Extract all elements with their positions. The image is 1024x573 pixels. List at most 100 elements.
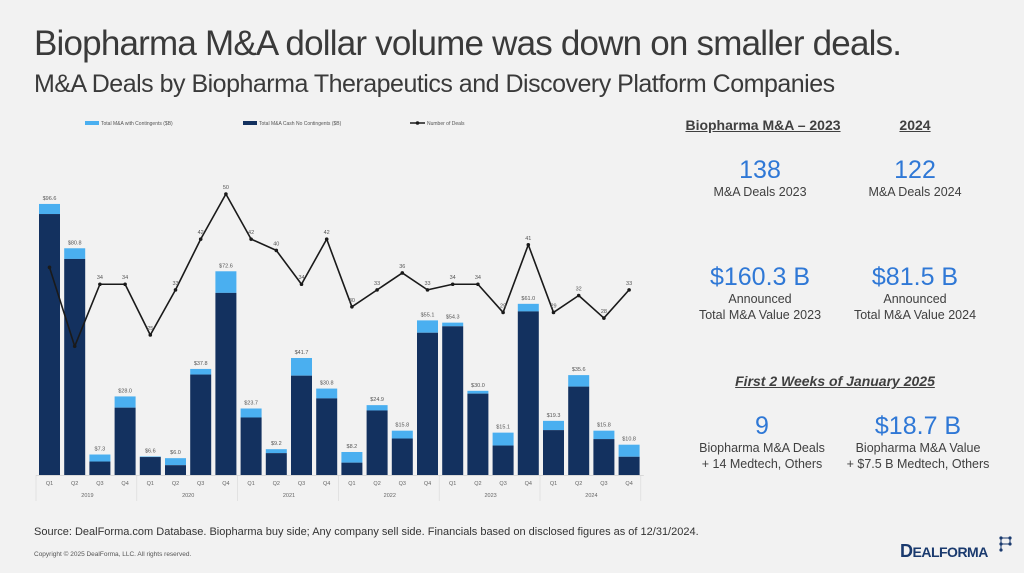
jan-deals-caption-1: Biopharma M&A Deals xyxy=(699,441,825,455)
deals-line xyxy=(48,193,630,348)
deals-value-label: 34 xyxy=(122,275,128,281)
bar-with-contingents xyxy=(240,408,262,418)
deals-point xyxy=(274,248,279,253)
x-tick-quarter: Q1 xyxy=(449,481,456,487)
deals-2023-value: 138 xyxy=(739,156,781,184)
x-tick-quarter: Q4 xyxy=(625,481,632,487)
bar-value-label: $6.6 xyxy=(145,448,156,454)
deals-2024-caption: M&A Deals 2024 xyxy=(868,185,962,199)
bar-with-contingents xyxy=(391,430,413,439)
bar-value-label: $19.3 xyxy=(547,413,561,419)
bar-with-contingents xyxy=(442,322,464,327)
jan-2025-header-block: First 2 Weeks of January 2025 xyxy=(690,373,980,389)
bar-with-contingents xyxy=(291,357,312,376)
header-2024: 2024 xyxy=(899,117,931,133)
bar-value-label: $61.0 xyxy=(521,296,535,302)
deals-2023-stat: 138 M&A Deals 2023 xyxy=(680,156,840,200)
bar-value-label: $30.8 xyxy=(320,381,334,387)
bar-with-contingents xyxy=(316,388,338,399)
value-2023-caption-1: Announced xyxy=(728,292,792,306)
bar-with-contingents xyxy=(215,271,237,293)
deals-point xyxy=(123,282,127,287)
x-tick-quarter: Q4 xyxy=(525,481,532,487)
bar-with-contingents xyxy=(492,432,514,446)
jan-deals-caption-2: + 14 Medtech, Others xyxy=(701,457,823,471)
x-tick-quarter: Q2 xyxy=(273,481,280,487)
x-tick-quarter: Q3 xyxy=(399,481,406,487)
deals-value-label: 34 xyxy=(450,275,456,281)
bar-cash-no-contingents xyxy=(64,258,86,475)
bar-with-contingents xyxy=(265,449,287,454)
jan-deals-stat: 9 Biopharma M&A Deals + 14 Medtech, Othe… xyxy=(682,412,842,472)
deals-point xyxy=(501,310,505,315)
deals-value-label: 28 xyxy=(601,309,607,315)
jan-2025-header: First 2 Weeks of January 2025 xyxy=(735,373,935,389)
bar-with-contingents xyxy=(165,458,186,466)
x-tick-year: 2021 xyxy=(283,493,295,499)
bar-cash-no-contingents xyxy=(190,374,212,475)
ma-deals-chart: Total M&A with Contingents ($B) Total M&… xyxy=(35,121,644,501)
deals-value-label: 42 xyxy=(248,230,254,236)
x-tick-quarter: Q4 xyxy=(121,481,128,487)
bar-value-label: $28.0 xyxy=(118,388,132,394)
deals-value-label: 50 xyxy=(223,185,229,191)
header-2024-block: 2024 xyxy=(860,117,970,133)
jan-value-caption-2: + $7.5 B Medtech, Others xyxy=(846,457,990,471)
deals-value-label: 41 xyxy=(525,236,531,242)
bar-value-label: $15.8 xyxy=(395,423,409,429)
bar-with-contingents xyxy=(517,303,539,312)
deals-point xyxy=(576,293,581,298)
x-tick-quarter: Q1 xyxy=(550,481,557,487)
value-2023-stat: $160.3 B Announced Total M&A Value 2023 xyxy=(670,263,850,323)
slide-title: Biopharma M&A dollar volume was down on … xyxy=(34,24,902,63)
bar-cash-no-contingents xyxy=(517,311,539,475)
bar-with-contingents xyxy=(39,203,60,215)
deals-value-label: 25 xyxy=(147,326,153,332)
bar-value-label: $8.2 xyxy=(347,444,358,450)
deals-2023-caption: M&A Deals 2023 xyxy=(713,185,807,199)
bar-cash-no-contingents xyxy=(593,439,615,475)
x-tick-quarter: Q1 xyxy=(247,481,254,487)
bar-value-label: $15.1 xyxy=(496,425,510,431)
deals-point xyxy=(98,282,102,287)
bar-value-label: $37.8 xyxy=(194,361,208,367)
deals-value-label: 33 xyxy=(172,281,178,287)
bar-with-contingents xyxy=(64,248,86,259)
bar-value-label: $96.6 xyxy=(43,196,57,202)
jan-value-caption-1: Biopharma M&A Value xyxy=(855,441,981,455)
bar-cash-no-contingents xyxy=(89,461,111,475)
bar-cash-no-contingents xyxy=(442,326,464,475)
deals-value-label: 34 xyxy=(475,275,481,281)
deals-value-label: 33 xyxy=(626,281,632,287)
bar-with-contingents xyxy=(593,430,615,440)
jan-deals-value: 9 xyxy=(755,412,769,440)
bar-cash-no-contingents xyxy=(139,457,161,475)
legend-marker-deals xyxy=(415,121,420,125)
deals-point xyxy=(198,237,203,241)
network-dots-icon xyxy=(999,536,1012,552)
bar-with-contingents xyxy=(568,375,590,387)
deals-point xyxy=(425,288,430,292)
x-tick-quarter: Q1 xyxy=(46,481,53,487)
deals-point xyxy=(47,265,52,270)
deals-value-label: 30 xyxy=(349,298,355,304)
bar-with-contingents xyxy=(114,396,136,408)
dealforma-logo[interactable]: DEALFORMA xyxy=(900,541,988,562)
bar-value-label: $54.3 xyxy=(446,315,460,321)
x-tick-quarter: Q4 xyxy=(222,481,229,487)
bar-cash-no-contingents xyxy=(391,438,413,475)
x-tick-quarter: Q2 xyxy=(474,481,481,487)
jan-value-stat: $18.7 B Biopharma M&A Value + $7.5 B Med… xyxy=(838,412,998,472)
legend-label-deals: Number of Deals xyxy=(427,121,465,127)
deals-2024-value: 122 xyxy=(894,156,936,184)
bar-value-label: $80.8 xyxy=(68,240,82,246)
bar-cash-no-contingents xyxy=(316,398,338,475)
deals-point xyxy=(148,333,153,337)
x-tick-quarter: Q2 xyxy=(575,481,582,487)
value-2024-caption-1: Announced xyxy=(883,292,947,306)
bar-with-contingents xyxy=(618,444,640,457)
bar-value-label: $6.0 xyxy=(170,450,181,456)
legend-label-contingents: Total M&A with Contingents ($B) xyxy=(101,121,173,127)
bar-cash-no-contingents xyxy=(366,410,388,475)
deals-point xyxy=(375,288,379,292)
